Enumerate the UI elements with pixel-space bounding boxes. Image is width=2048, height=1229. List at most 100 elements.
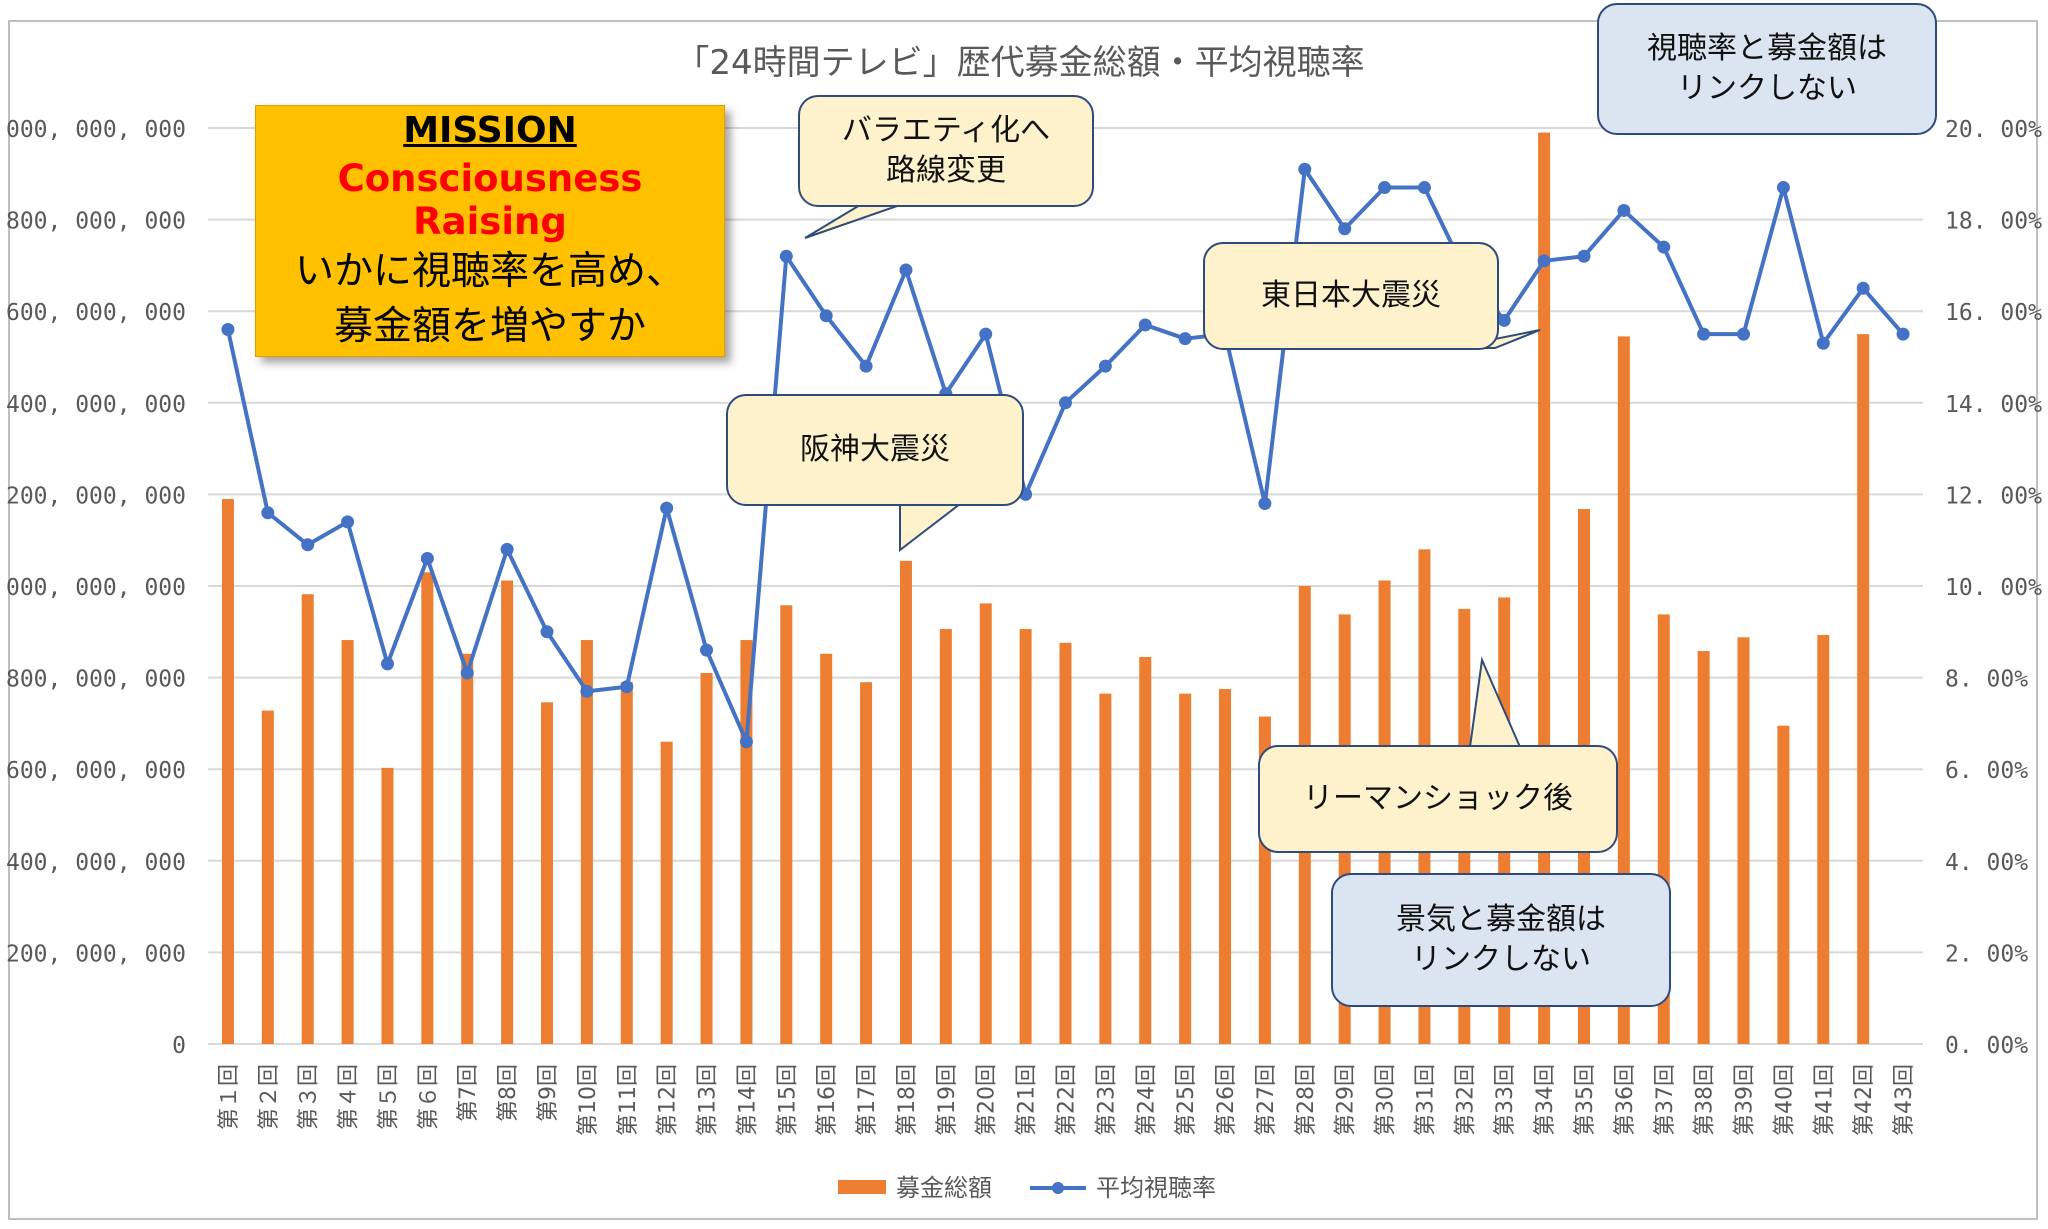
line-point	[1178, 332, 1192, 346]
y-left-tick-label: 0	[172, 1033, 186, 1059]
x-tick-label: 第43回	[1892, 1064, 1917, 1136]
x-tick-label: 第13回	[696, 1064, 721, 1136]
line-point	[1417, 181, 1431, 195]
x-tick-label: 第14回	[735, 1064, 760, 1136]
line-point	[979, 327, 993, 341]
x-tick-label: 第35回	[1573, 1064, 1598, 1136]
y-right-tick-label: 16. 00%	[1945, 300, 2042, 326]
y-right-tick-label: 6. 00%	[1945, 758, 2028, 784]
line-point	[819, 309, 833, 323]
y-left-tick-label: 400, 000, 000	[6, 850, 186, 876]
line-point	[1776, 181, 1790, 195]
y-right-tick-label: 2. 00%	[1945, 941, 2028, 967]
x-tick-label: 第22回	[1055, 1064, 1080, 1136]
line-point	[1138, 318, 1152, 332]
bar	[620, 682, 633, 1044]
x-tick-label: 第7回	[456, 1064, 481, 1122]
mission-title: MISSION	[403, 109, 577, 151]
callout-rating-link: 視聴率と募金額は リンクしない	[1597, 3, 1937, 135]
mission-subtitle: Consciousness Raising	[337, 156, 643, 243]
line-point	[660, 501, 674, 515]
y-left-tick-label: 1, 200, 000, 000	[0, 483, 186, 509]
line-point	[380, 657, 394, 671]
line-point	[1497, 313, 1511, 327]
bar	[1099, 693, 1112, 1044]
bar	[381, 767, 394, 1044]
bar	[1219, 689, 1232, 1044]
x-tick-label: 第36回	[1613, 1064, 1638, 1136]
x-tick-label: 第27回	[1254, 1064, 1279, 1136]
callout-lehman-text: リーマンショック後	[1303, 780, 1573, 816]
line-point	[540, 625, 554, 639]
bar	[1697, 651, 1710, 1044]
bar	[1139, 656, 1152, 1044]
callout-hanshin: 阪神大震災	[726, 394, 1024, 506]
bar	[979, 603, 992, 1044]
bar	[1817, 635, 1830, 1044]
line-point	[1378, 181, 1392, 195]
y-left-tick-label: 200, 000, 000	[6, 941, 186, 967]
y-right-tick-label: 14. 00%	[1945, 392, 2042, 418]
x-tick-label: 第42回	[1852, 1064, 1877, 1136]
line-point	[1059, 396, 1072, 410]
callout-variety: バラエティ化へ 路線変更	[798, 95, 1094, 207]
legend-line-label: 平均視聴率	[1096, 1174, 1216, 1202]
chart-title: 「24時間テレビ」歴代募金総額・平均視聴率	[675, 43, 1364, 83]
legend-line-marker	[1052, 1182, 1064, 1194]
bar	[1857, 334, 1870, 1045]
line-point	[221, 323, 235, 337]
x-tick-label: 第10回	[576, 1064, 601, 1136]
line-point	[1657, 240, 1671, 254]
bar	[1059, 642, 1072, 1044]
bar	[341, 640, 354, 1044]
line-point	[1258, 497, 1272, 511]
y-right-tick-label: 20. 00%	[1945, 117, 2042, 143]
line-point	[1737, 327, 1751, 341]
line-point	[500, 542, 514, 556]
x-tick-label: 第19回	[935, 1064, 960, 1136]
x-tick-label: 第11回	[616, 1064, 641, 1136]
callout-economy-link-line-2: リンクしない	[1411, 942, 1591, 977]
x-tick-label: 第６回	[416, 1064, 441, 1130]
y-right-tick-label: 0. 00%	[1945, 1033, 2028, 1059]
line-point	[1896, 327, 1910, 341]
x-tick-label: 第18回	[895, 1064, 920, 1136]
line-point	[1098, 359, 1112, 373]
x-tick-label: 第31回	[1413, 1064, 1438, 1136]
callout-lehman: リーマンショック後	[1258, 745, 1618, 853]
x-tick-label: 第２回	[257, 1064, 282, 1130]
callout-lehman-tail	[1468, 656, 1522, 748]
x-tick-label: 第21回	[1015, 1064, 1040, 1136]
bar	[660, 741, 673, 1044]
y-right-tick-label: 4. 00%	[1945, 850, 2028, 876]
y-right-tick-label: 10. 00%	[1945, 575, 2042, 601]
bar	[580, 640, 593, 1044]
y-left-tick-label: 1, 000, 000, 000	[0, 575, 186, 601]
bar	[780, 605, 793, 1044]
y-right-tick-label: 8. 00%	[1945, 667, 2028, 693]
mission-box: MISSION Consciousness Raising いかに視聴率を高め、…	[255, 105, 725, 357]
callout-economy-link: 景気と募金額は リンクしない	[1331, 873, 1671, 1007]
x-tick-label: 第25回	[1174, 1064, 1199, 1136]
callout-higashi-text: 東日本大震災	[1261, 277, 1441, 313]
line-point	[700, 643, 714, 657]
line-point	[580, 684, 594, 698]
line-point	[739, 735, 753, 749]
callout-higashi: 東日本大震災	[1203, 242, 1499, 350]
bar	[541, 702, 554, 1044]
y-left-tick-label: 1, 400, 000, 000	[0, 392, 186, 418]
y-left-tick-label: 1, 800, 000, 000	[0, 209, 186, 235]
bar	[421, 572, 434, 1044]
callout-economy-link-line-1: 景気と募金額は	[1396, 901, 1606, 937]
mission-line-2: 募金額を増やすか	[333, 303, 646, 349]
y-left-tick-label: 600, 000, 000	[6, 758, 186, 784]
x-tick-label: 第33回	[1493, 1064, 1518, 1136]
x-tick-label: 第28回	[1294, 1064, 1319, 1136]
x-tick-label: 第20回	[975, 1064, 1000, 1136]
bar	[860, 682, 873, 1044]
bar	[1179, 693, 1192, 1044]
line-point	[620, 680, 634, 694]
bar	[1019, 629, 1032, 1044]
line-point	[420, 552, 434, 566]
callout-rating-link-line-2: リンクしない	[1677, 71, 1857, 106]
